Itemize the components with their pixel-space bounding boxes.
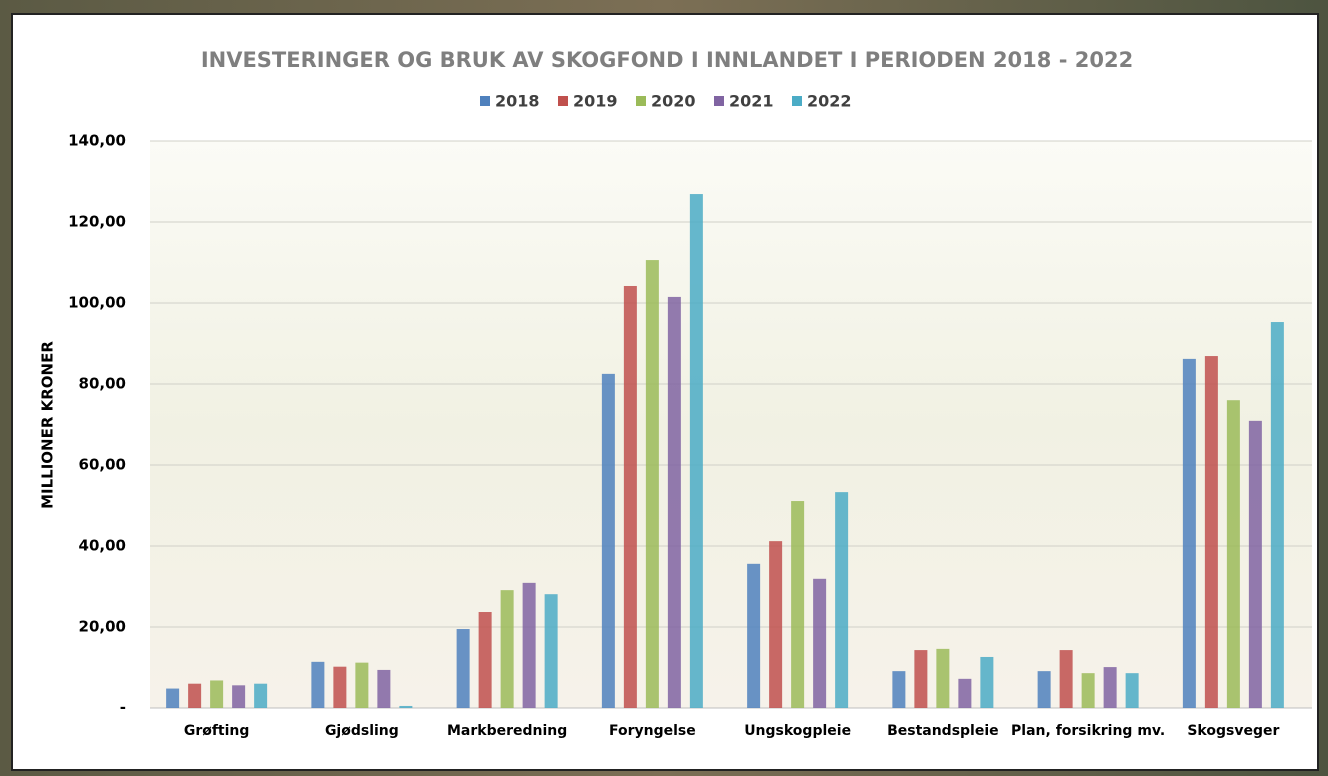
bar [936,649,949,708]
x-tick-label: Skogsveger [1153,722,1313,740]
y-tick-label: 140,00 [68,132,126,150]
legend-swatch [636,96,646,106]
legend-swatch [558,96,568,106]
bar [333,667,346,708]
bar [646,260,659,708]
legend-label: 2022 [807,92,852,111]
legend-swatch [714,96,724,106]
x-tick-label-box: Ungskogpleie [718,722,878,772]
bar [813,579,826,708]
bar [1104,667,1117,708]
legend-label: 2021 [729,92,774,111]
y-tick-label: 20,00 [79,618,126,636]
bar [668,297,681,708]
y-tick-label: 120,00 [68,213,126,231]
x-tick-label-box: Markberedning [427,722,587,772]
bar [1126,673,1139,708]
y-tick-label: 40,00 [79,537,126,555]
x-tick-label-box: Skogsveger [1153,722,1313,772]
bar [1060,650,1073,708]
x-tick-label: Plan, forsikring mv. [1008,722,1168,740]
bar [835,492,848,708]
bar [1249,421,1262,708]
chart: INVESTERINGER OG BRUK AV SKOGFOND I INNL… [0,0,1328,776]
bar [501,590,514,708]
x-tick-label: Grøfting [137,722,297,740]
bar [791,501,804,708]
x-tick-label-box: Grøfting [137,722,297,772]
x-tick-label-box: Foryngelse [572,722,732,772]
y-tick-label: 80,00 [79,375,126,393]
bar [624,286,637,708]
page: INVESTERINGER OG BRUK AV SKOGFOND I INNL… [0,0,1328,776]
bar [210,680,223,708]
bar [690,194,703,708]
bar [1183,359,1196,708]
bar [166,689,179,708]
plot-background [150,141,1312,708]
bar [545,594,558,708]
y-tick-label: 100,00 [68,294,126,312]
x-tick-label-box: Gjødsling [282,722,442,772]
bar [232,685,245,708]
bar [1205,356,1218,708]
bar [747,564,760,708]
y-tick-label: - [120,699,126,717]
legend-label: 2018 [495,92,540,111]
y-axis-label: MILLIONER KRONER [39,341,57,509]
bar [1227,400,1240,708]
bar [523,583,536,708]
x-tick-label-box: Bestandspleie [863,722,1023,772]
bar [479,612,492,708]
bar [1038,671,1051,708]
legend-swatch [792,96,802,106]
x-tick-label: Markberedning [427,722,587,740]
chart-title: INVESTERINGER OG BRUK AV SKOGFOND I INNL… [201,48,1133,72]
bar [254,684,267,708]
bar [457,629,470,708]
x-tick-label: Foryngelse [572,722,732,740]
bar [1271,322,1284,708]
bar [1082,673,1095,708]
bar [958,679,971,708]
x-tick-label: Bestandspleie [863,722,1023,740]
bar [355,663,368,708]
bar [377,670,390,708]
bar [188,684,201,708]
legend-label: 2020 [651,92,696,111]
bar [311,662,324,708]
bar [399,706,412,708]
legend-label: 2019 [573,92,618,111]
bar [602,374,615,708]
x-tick-label-box: Plan, forsikring mv. [1008,722,1168,772]
bar [769,541,782,708]
legend-swatch [480,96,490,106]
bar [914,650,927,708]
y-tick-label: 60,00 [79,456,126,474]
bar [980,657,993,708]
x-tick-label: Ungskogpleie [718,722,878,740]
x-tick-label: Gjødsling [282,722,442,740]
bar [892,671,905,708]
